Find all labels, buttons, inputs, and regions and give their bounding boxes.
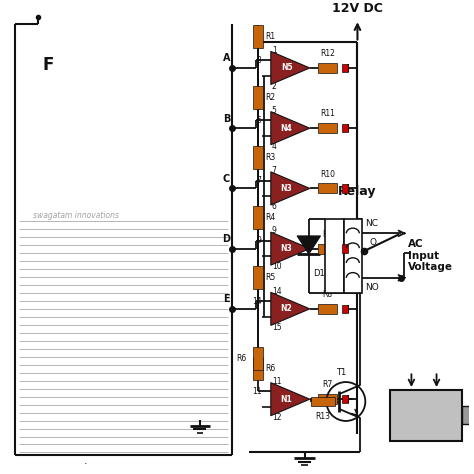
Text: 7: 7 bbox=[272, 166, 277, 175]
Text: D: D bbox=[222, 234, 230, 244]
Bar bbox=[253, 206, 263, 229]
Bar bbox=[253, 356, 263, 380]
Text: 10: 10 bbox=[272, 263, 282, 272]
Text: T1: T1 bbox=[336, 368, 346, 377]
Text: R1: R1 bbox=[265, 32, 275, 41]
Text: R5: R5 bbox=[265, 273, 275, 283]
Text: R7: R7 bbox=[322, 381, 332, 390]
Polygon shape bbox=[297, 236, 320, 254]
Text: 5: 5 bbox=[257, 116, 262, 125]
Text: NO: NO bbox=[365, 283, 379, 292]
Text: R11: R11 bbox=[320, 109, 335, 118]
Bar bbox=[253, 85, 263, 109]
Text: .: . bbox=[84, 456, 88, 466]
Bar bbox=[253, 146, 263, 169]
Polygon shape bbox=[271, 112, 310, 145]
Text: Relay: Relay bbox=[338, 185, 377, 198]
Text: 14: 14 bbox=[252, 297, 262, 306]
Text: 9: 9 bbox=[257, 237, 262, 246]
FancyBboxPatch shape bbox=[390, 390, 462, 441]
Text: R9: R9 bbox=[322, 230, 332, 239]
Polygon shape bbox=[271, 292, 310, 325]
Text: N4: N4 bbox=[281, 124, 292, 133]
Text: swagatam innovations: swagatam innovations bbox=[33, 211, 119, 220]
Text: N3: N3 bbox=[281, 184, 292, 193]
Bar bbox=[342, 64, 348, 72]
Text: N5: N5 bbox=[281, 64, 292, 73]
Text: 15: 15 bbox=[272, 323, 282, 332]
Text: 6: 6 bbox=[272, 202, 277, 211]
Bar bbox=[318, 123, 337, 133]
Bar bbox=[318, 394, 337, 404]
Text: C: C bbox=[223, 174, 230, 184]
Polygon shape bbox=[271, 232, 310, 265]
Text: 7: 7 bbox=[257, 176, 262, 185]
Text: N2: N2 bbox=[281, 304, 292, 313]
Bar bbox=[462, 407, 472, 424]
Text: R12: R12 bbox=[320, 49, 335, 58]
Text: R6: R6 bbox=[236, 354, 246, 363]
Text: 11: 11 bbox=[272, 377, 281, 386]
Polygon shape bbox=[271, 172, 310, 205]
Bar bbox=[253, 266, 263, 290]
Text: 14: 14 bbox=[272, 286, 282, 295]
Bar bbox=[253, 25, 263, 48]
Bar bbox=[325, 219, 344, 292]
Text: D1: D1 bbox=[313, 270, 325, 278]
Text: 3: 3 bbox=[257, 55, 262, 64]
Text: R10: R10 bbox=[320, 170, 335, 179]
Bar bbox=[342, 305, 348, 313]
Text: 12: 12 bbox=[272, 413, 281, 422]
Text: F: F bbox=[43, 56, 54, 74]
Text: AC
Input
Voltage: AC Input Voltage bbox=[409, 239, 454, 272]
Text: 9: 9 bbox=[272, 226, 277, 235]
Bar bbox=[318, 244, 337, 254]
Text: PUMP
MOTOR: PUMP MOTOR bbox=[404, 405, 447, 426]
Bar bbox=[344, 219, 362, 292]
Text: R3: R3 bbox=[265, 153, 275, 162]
Text: 1: 1 bbox=[272, 46, 276, 55]
Bar bbox=[342, 245, 348, 253]
Text: R6: R6 bbox=[265, 364, 275, 373]
Text: R13: R13 bbox=[315, 412, 330, 421]
Bar bbox=[342, 395, 348, 403]
Text: 12V DC: 12V DC bbox=[332, 2, 383, 15]
Text: N1: N1 bbox=[281, 395, 292, 404]
Text: 11: 11 bbox=[252, 387, 262, 396]
Bar bbox=[318, 63, 337, 73]
Bar bbox=[318, 304, 337, 314]
Bar bbox=[342, 124, 348, 132]
Bar bbox=[253, 347, 263, 370]
Polygon shape bbox=[271, 383, 310, 416]
Polygon shape bbox=[271, 51, 310, 84]
Bar bbox=[318, 183, 337, 193]
Text: A: A bbox=[223, 53, 230, 64]
Text: NC: NC bbox=[365, 219, 378, 228]
Text: 4: 4 bbox=[272, 142, 277, 151]
Bar bbox=[342, 184, 348, 192]
Text: N3: N3 bbox=[281, 244, 292, 253]
Text: R8: R8 bbox=[322, 290, 332, 299]
Text: 2: 2 bbox=[272, 82, 276, 91]
Text: 5: 5 bbox=[272, 106, 277, 115]
Text: O: O bbox=[369, 238, 376, 247]
Text: R4: R4 bbox=[265, 213, 275, 222]
Text: R2: R2 bbox=[265, 92, 275, 101]
Text: E: E bbox=[223, 294, 230, 304]
Bar bbox=[310, 397, 335, 406]
Text: B: B bbox=[223, 114, 230, 124]
